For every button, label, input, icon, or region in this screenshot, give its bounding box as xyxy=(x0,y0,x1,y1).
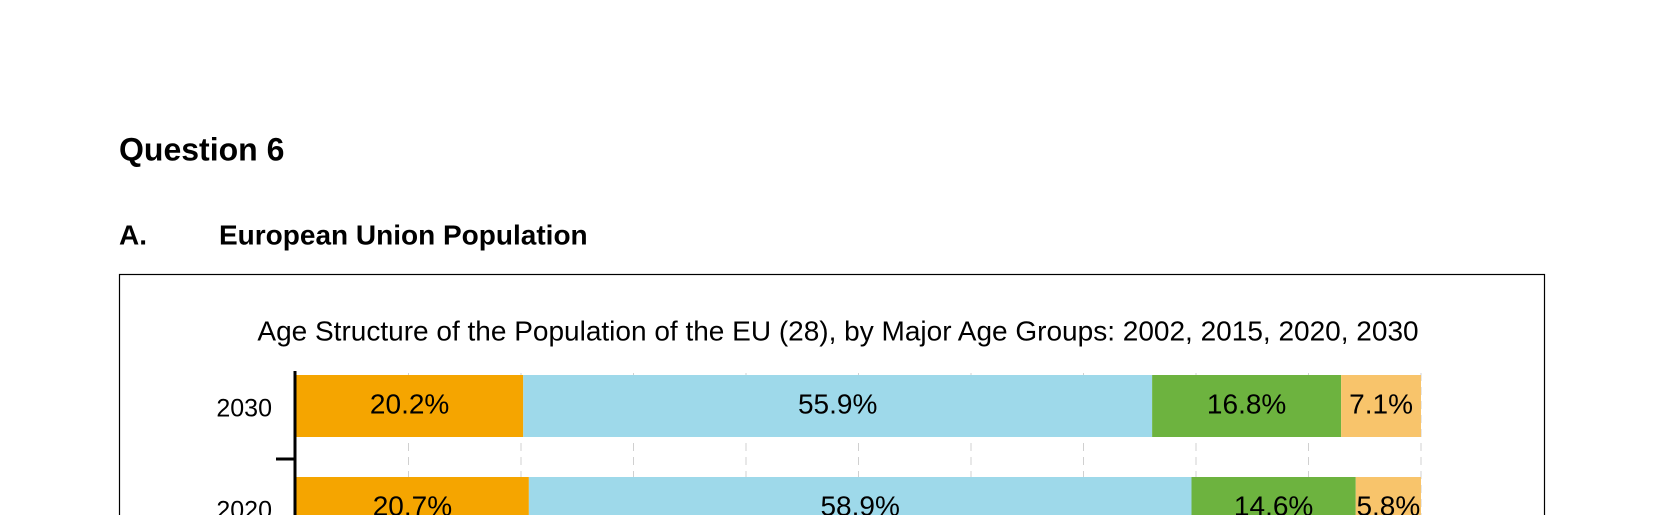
chart-frame xyxy=(118,273,1546,515)
bar-segment xyxy=(1152,375,1342,437)
chart-title: Age Structure of the Population of the E… xyxy=(257,315,1418,346)
y-tick-label: 2020 xyxy=(216,497,272,515)
bar-segment xyxy=(296,375,524,437)
data-label: 20.7% xyxy=(373,490,452,515)
data-label: 55.9% xyxy=(798,388,877,419)
y-tick-label: 2030 xyxy=(216,395,272,423)
data-label: 58.9% xyxy=(820,490,899,515)
bar-segment xyxy=(296,477,529,515)
bar-segment xyxy=(1341,375,1421,437)
section-label: A. xyxy=(119,219,147,250)
data-label: 16.8% xyxy=(1207,388,1286,419)
bar-segment xyxy=(1191,477,1356,515)
section-title: European Union Population xyxy=(219,219,588,250)
question-heading: Question 6 xyxy=(119,131,284,167)
data-label: 5.8% xyxy=(1356,490,1420,515)
bar-segment xyxy=(528,477,1192,515)
bar-segment xyxy=(1355,477,1421,515)
data-label: 14.6% xyxy=(1234,490,1313,515)
data-label: 7.1% xyxy=(1349,388,1413,419)
bar-segment xyxy=(523,375,1153,437)
data-label: 20.2% xyxy=(370,388,449,419)
